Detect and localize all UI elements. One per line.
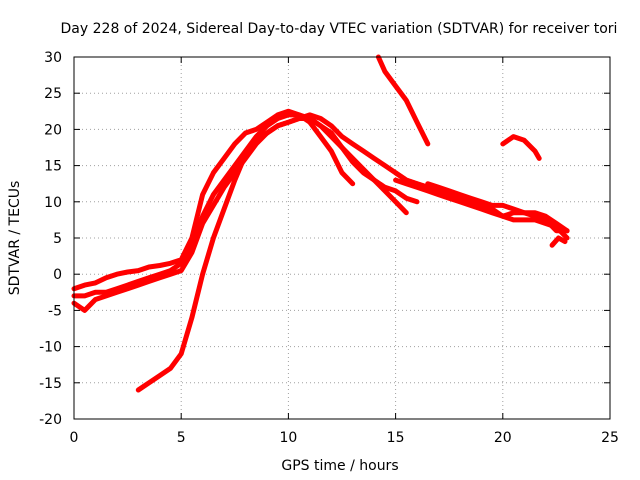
x-tick-label: 5 <box>177 430 186 446</box>
x-tick-label: 15 <box>387 430 405 446</box>
x-tick-label: 20 <box>494 430 512 446</box>
y-tick-label: 25 <box>44 86 62 102</box>
grid <box>74 57 610 419</box>
x-tick-label: 25 <box>601 430 619 446</box>
y-axis-label: SDTVAR / TECUs <box>7 181 23 296</box>
y-tick-label: 30 <box>44 50 62 66</box>
series-track-6 <box>393 177 570 234</box>
series-track-10 <box>549 235 568 248</box>
x-axis: 0 5 10 15 20 25 <box>70 57 619 446</box>
y-tick-label: -5 <box>48 303 62 319</box>
chart-title: Day 228 of 2024, Sidereal Day-to-day VTE… <box>61 21 618 37</box>
series-track-1 <box>71 108 420 292</box>
y-tick-label: -15 <box>39 376 62 392</box>
y-tick-label: 0 <box>53 267 62 283</box>
y-tick-label: 20 <box>44 122 62 138</box>
y-tick-label: -10 <box>39 340 62 356</box>
y-tick-label: 10 <box>44 195 62 211</box>
y-axis: -20 -15 -10 -5 0 5 10 15 20 25 30 <box>39 50 610 428</box>
x-axis-label: GPS time / hours <box>281 458 398 474</box>
series-track-8 <box>375 54 431 147</box>
series-track-9 <box>500 134 542 161</box>
series-track-4 <box>135 112 441 393</box>
y-tick-label: 15 <box>44 159 62 175</box>
series-track-7 <box>425 181 570 234</box>
x-tick-label: 0 <box>70 430 79 446</box>
series-layer <box>71 54 570 393</box>
series-track-5 <box>393 170 570 241</box>
y-tick-label: -20 <box>39 412 62 428</box>
y-tick-label: 5 <box>53 231 62 247</box>
x-tick-label: 10 <box>279 430 297 446</box>
